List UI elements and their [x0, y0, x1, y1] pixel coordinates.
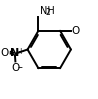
Text: O: O — [11, 63, 20, 73]
Text: –: – — [17, 62, 22, 72]
Text: N: N — [10, 48, 20, 58]
Text: 2: 2 — [45, 8, 50, 17]
Text: O: O — [71, 26, 80, 36]
Text: +: + — [17, 47, 24, 56]
Text: NH: NH — [40, 6, 55, 16]
Text: O: O — [0, 48, 8, 58]
